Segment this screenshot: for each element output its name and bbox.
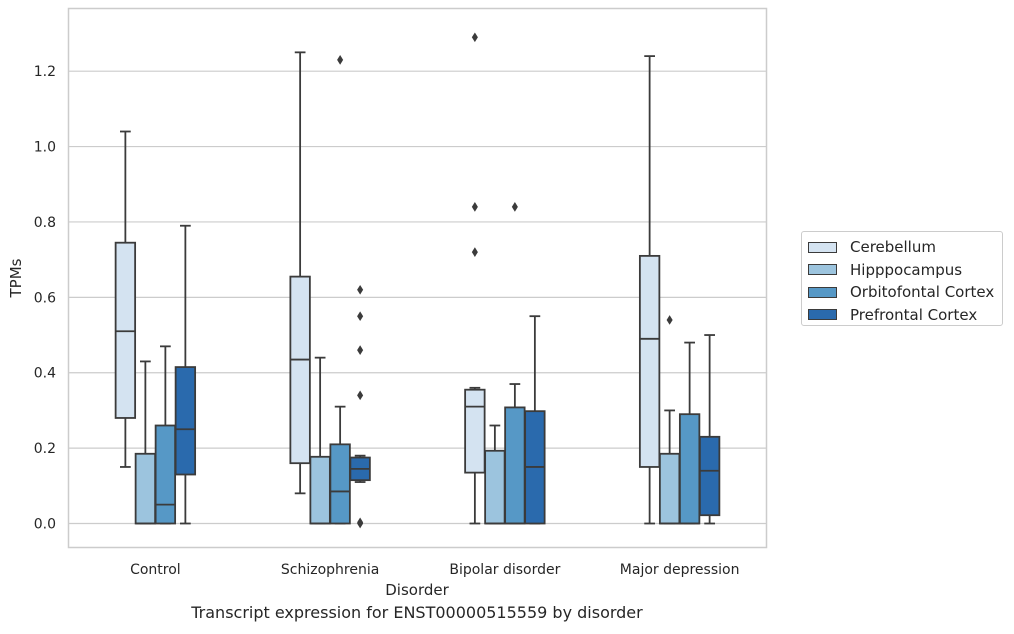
x-tick-label: Major depression — [620, 562, 740, 578]
legend-item-hippocampus: Hipppocampus — [802, 259, 1002, 282]
box-group — [114, 130, 137, 468]
box — [114, 241, 137, 419]
legend-swatch — [808, 241, 837, 253]
box — [464, 388, 486, 474]
y-tick-label: 1.0 — [34, 140, 56, 156]
y-tick-label: 0.8 — [34, 215, 56, 231]
box-group — [174, 224, 197, 525]
box — [638, 254, 661, 468]
x-axis-label: Disorder — [385, 581, 449, 599]
box — [174, 366, 197, 476]
box-group — [698, 334, 721, 525]
legend: Cerebellum Hipppocampus Orbitofontal Cor… — [801, 231, 1003, 326]
box — [309, 455, 331, 525]
legend-label: Prefrontal Cortex — [850, 305, 978, 324]
legend-label: Orbitofontal Cortex — [850, 283, 995, 302]
y-tick-label: 0.4 — [34, 366, 56, 382]
boxes — [114, 32, 721, 529]
box — [134, 452, 157, 525]
x-tick-label: Bipolar disorder — [449, 562, 560, 578]
y-tick-label: 1.2 — [34, 64, 56, 80]
box-group — [658, 315, 681, 525]
x-tick-label: Schizophrenia — [281, 562, 379, 578]
x-tick-label: Control — [130, 562, 181, 578]
box-group — [524, 315, 546, 525]
chart-caption: Transcript expression for ENST0000051555… — [191, 603, 643, 622]
y-tick-label: 0.2 — [34, 441, 56, 457]
box — [504, 406, 526, 525]
box-group — [309, 356, 331, 525]
legend-swatch — [808, 286, 837, 298]
outlier-point — [357, 284, 364, 295]
box-group — [484, 424, 506, 525]
box-group — [289, 51, 311, 495]
outlier-point — [357, 517, 364, 528]
legend-label: Hipppocampus — [850, 260, 963, 279]
outlier-point — [471, 247, 478, 257]
outlier-point — [471, 32, 478, 43]
y-tick-label: 0.6 — [34, 290, 56, 306]
box-group — [464, 32, 486, 525]
legend-item-orbitofrontal-cortex: Orbitofontal Cortex — [802, 281, 1002, 304]
box — [484, 449, 506, 525]
y-axis-label: TPMs — [7, 258, 25, 298]
outlier-point — [471, 202, 478, 212]
plot-frame — [67, 7, 768, 549]
box — [154, 424, 177, 525]
box-group — [504, 202, 526, 525]
outlier-point — [357, 345, 364, 355]
box-group — [329, 55, 351, 525]
legend-item-cerebellum: Cerebellum — [802, 236, 1002, 259]
box — [289, 275, 311, 465]
box — [698, 435, 721, 517]
outlier-point — [357, 311, 364, 322]
box-group — [134, 360, 157, 525]
box — [329, 443, 351, 525]
legend-item-prefrontal-cortex: Prefrontal Cortex — [802, 304, 1002, 327]
legend-swatch — [808, 309, 837, 321]
outlier-point — [337, 55, 344, 65]
legend-swatch — [808, 264, 837, 276]
outlier-point — [511, 202, 518, 212]
box — [678, 413, 701, 525]
box-group — [349, 284, 371, 529]
box-group — [638, 55, 661, 525]
outlier-point — [357, 390, 364, 401]
legend-label: Cerebellum — [850, 238, 936, 257]
box — [658, 452, 681, 525]
box-group — [678, 341, 701, 525]
outlier-point — [666, 315, 673, 325]
tick-labels: 0.0 0.2 0.4 0.6 0.8 1.0 1.2 Control Schizophreni… — [34, 64, 740, 578]
y-tick-label: 0.0 — [34, 517, 56, 533]
